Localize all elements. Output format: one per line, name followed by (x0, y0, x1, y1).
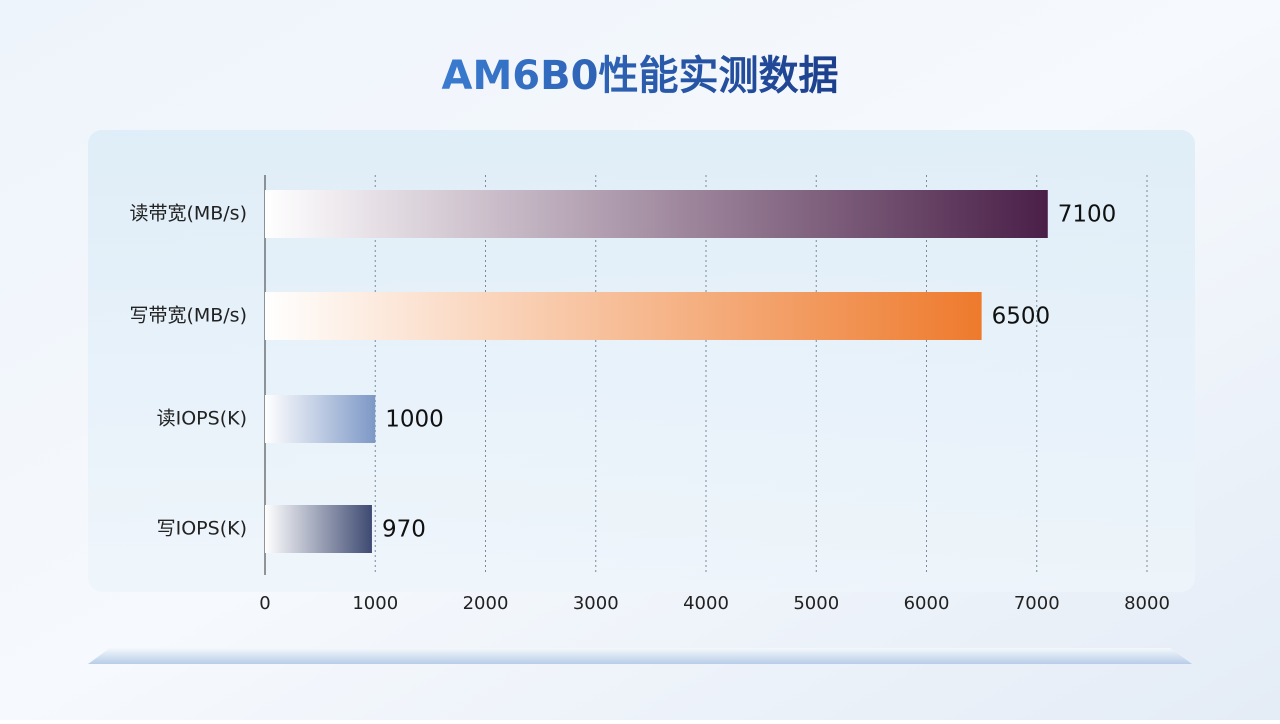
x-tick-label: 3000 (573, 593, 619, 614)
x-tick-label: 6000 (904, 593, 950, 614)
x-tick-label: 7000 (1014, 593, 1060, 614)
value-label: 1000 (385, 407, 444, 433)
bar (265, 395, 376, 443)
x-tick-label: 8000 (1124, 593, 1170, 614)
x-tick-label: 0 (259, 593, 270, 614)
x-tick-label: 2000 (463, 593, 509, 614)
platform (88, 648, 1192, 664)
y-tick-label: 写IOPS(K) (157, 518, 247, 540)
bar (265, 190, 1048, 238)
value-label: 6500 (992, 304, 1051, 330)
bar (265, 292, 982, 340)
y-tick-label: 读带宽(MB/s) (129, 203, 247, 225)
x-tick-label: 5000 (793, 593, 839, 614)
x-tick-label: 4000 (683, 593, 729, 614)
value-label: 7100 (1058, 202, 1117, 228)
chart-title: AM6B0性能实测数据 (442, 53, 839, 99)
y-tick-label: 写带宽(MB/s) (129, 305, 247, 327)
y-tick-label: 读IOPS(K) (157, 408, 247, 430)
panel (88, 130, 1195, 592)
x-tick-label: 1000 (352, 593, 398, 614)
bar (265, 505, 372, 553)
value-label: 970 (382, 517, 426, 543)
